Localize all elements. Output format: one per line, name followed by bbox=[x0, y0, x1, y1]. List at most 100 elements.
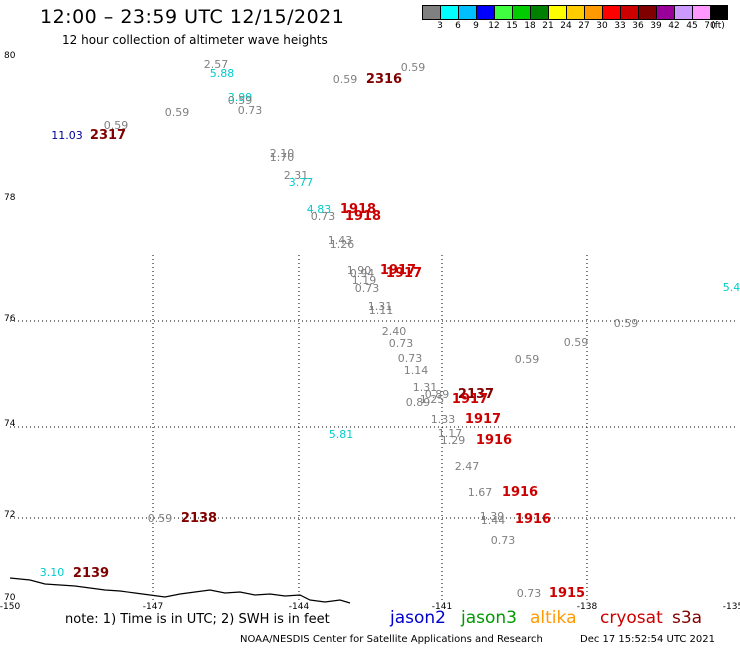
scale-swatch bbox=[530, 5, 548, 20]
latitude-label: 78 bbox=[4, 193, 16, 203]
wave-height-label: 0.73 bbox=[398, 352, 423, 365]
wave-height-label: 1.31 bbox=[368, 300, 393, 313]
pass-time-label: 2317 bbox=[90, 128, 126, 143]
wave-height-label: 5.88 bbox=[210, 67, 235, 80]
pass-time-label: 2139 bbox=[73, 566, 109, 581]
scale-label: 39 bbox=[650, 21, 662, 31]
scale-label: 6 bbox=[455, 21, 461, 31]
longitude-label: -135 bbox=[723, 602, 740, 612]
wave-height-label: 0.73 bbox=[311, 210, 336, 223]
wave-height-label: 0.59 bbox=[333, 73, 358, 86]
wave-height-label: 0.59 bbox=[614, 317, 639, 330]
wave-height-label: 0.73 bbox=[491, 534, 516, 547]
page-title: 12:00 – 23:59 UTC 12/15/2021 bbox=[40, 6, 345, 28]
scale-label: 3 bbox=[437, 21, 443, 31]
scale-label: 33 bbox=[614, 21, 626, 31]
scale-label: 15 bbox=[506, 21, 518, 31]
scale-label: 12 bbox=[488, 21, 500, 31]
wave-height-label: 1.70 bbox=[270, 151, 295, 164]
scale-swatch bbox=[584, 5, 602, 20]
scale-label: 24 bbox=[560, 21, 572, 31]
wave-height-label: 0.59 bbox=[148, 512, 173, 525]
scale-swatch bbox=[458, 5, 476, 20]
wave-height-label: 0.59 bbox=[228, 94, 253, 107]
wave-height-label: 5.81 bbox=[329, 428, 354, 441]
scale-label: (ft) bbox=[711, 21, 725, 31]
wave-height-label: 0.94 bbox=[350, 267, 375, 280]
wave-height-label: 2.47 bbox=[455, 460, 480, 473]
scale-swatch bbox=[692, 5, 710, 20]
scale-swatch bbox=[656, 5, 674, 20]
pass-time-label: 1917 bbox=[452, 392, 488, 407]
latitude-label: 74 bbox=[4, 419, 16, 429]
wave-height-label: 0.73 bbox=[238, 104, 263, 117]
wave-height-label: 1.11 bbox=[369, 304, 394, 317]
wave-height-label: 1.44 bbox=[481, 514, 506, 527]
scale-swatch bbox=[710, 5, 728, 20]
scale-swatch bbox=[476, 5, 494, 20]
longitude-label: -144 bbox=[289, 602, 310, 612]
satellite-legend-jason2: jason2 bbox=[390, 608, 446, 628]
scale-swatch bbox=[602, 5, 620, 20]
wave-height-label: 1.26 bbox=[330, 238, 355, 251]
timestamp-text: Dec 17 15:52:54 UTC 2021 bbox=[580, 634, 715, 645]
scale-swatch bbox=[638, 5, 656, 20]
coastline bbox=[9, 577, 351, 604]
wave-height-label: 3.77 bbox=[289, 176, 314, 189]
wave-height-label: 1.33 bbox=[431, 413, 456, 426]
scale-swatch bbox=[512, 5, 530, 20]
wave-height-label: 1.31 bbox=[413, 381, 438, 394]
footnote: note: 1) Time is in UTC; 2) SWH is in fe… bbox=[65, 612, 330, 627]
scale-swatch bbox=[548, 5, 566, 20]
wave-height-label: 1.43 bbox=[328, 234, 353, 247]
wave-height-label: 1.14 bbox=[404, 364, 429, 377]
wave-height-label: 0.59 bbox=[104, 119, 129, 132]
pass-time-label: 1918 bbox=[345, 209, 381, 224]
scale-swatch bbox=[566, 5, 584, 20]
pass-time-label: 1917 bbox=[386, 266, 422, 281]
longitude-label: -141 bbox=[432, 602, 452, 612]
scale-label: 36 bbox=[632, 21, 644, 31]
wave-height-label: 3.10 bbox=[40, 566, 65, 579]
pass-time-label: 2137 bbox=[458, 387, 494, 402]
latitude-label: 72 bbox=[4, 510, 15, 520]
wave-height-label: 0.59 bbox=[401, 61, 426, 74]
wave-height-label: 0.73 bbox=[355, 282, 380, 295]
wave-height-label: 2.57 bbox=[204, 58, 229, 71]
scale-label: 27 bbox=[578, 21, 590, 31]
longitude-label: -150 bbox=[0, 602, 20, 612]
credit-text: NOAA/NESDIS Center for Satellite Applica… bbox=[240, 634, 543, 645]
scale-label: 70 bbox=[704, 21, 716, 31]
pass-time-label: 1916 bbox=[515, 512, 551, 527]
page-subtitle: 12 hour collection of altimeter wave hei… bbox=[62, 33, 328, 47]
wave-height-label: 5.48 bbox=[723, 281, 740, 294]
wave-height-label: 0.59 bbox=[165, 106, 190, 119]
wave-height-label: 1.29 bbox=[441, 434, 466, 447]
wave-height-label: 1.39 bbox=[480, 510, 505, 523]
latitude-label: 70 bbox=[4, 593, 16, 603]
wave-height-label: 2.31 bbox=[284, 169, 309, 182]
satellite-legend-s3a: s3a bbox=[672, 608, 703, 628]
scale-swatch bbox=[440, 5, 458, 20]
scale-label: 42 bbox=[668, 21, 680, 31]
pass-time-label: 1917 bbox=[380, 263, 416, 278]
pass-time-label: 1917 bbox=[465, 412, 501, 427]
satellite-legend-jason3: jason3 bbox=[461, 608, 517, 628]
longitude-label: -147 bbox=[143, 602, 163, 612]
scale-swatch bbox=[674, 5, 692, 20]
wave-height-label: 3.99 bbox=[228, 91, 253, 104]
latitude-label: 80 bbox=[4, 51, 16, 61]
scale-label: 30 bbox=[596, 21, 608, 31]
pass-time-label: 1916 bbox=[476, 433, 512, 448]
longitude-label: -138 bbox=[577, 602, 598, 612]
latitude-label: 76 bbox=[4, 314, 16, 324]
wave-height-label: 0.73 bbox=[517, 587, 542, 600]
satellite-legend-cryosat: cryosat bbox=[600, 608, 663, 628]
scale-label: 21 bbox=[542, 21, 554, 31]
scale-swatch bbox=[494, 5, 512, 20]
wave-height-label: 1.25 bbox=[420, 393, 445, 406]
scale-label: 18 bbox=[524, 21, 536, 31]
wave-height-label: 0.89 bbox=[406, 396, 431, 409]
pass-time-label: 2138 bbox=[181, 511, 217, 526]
